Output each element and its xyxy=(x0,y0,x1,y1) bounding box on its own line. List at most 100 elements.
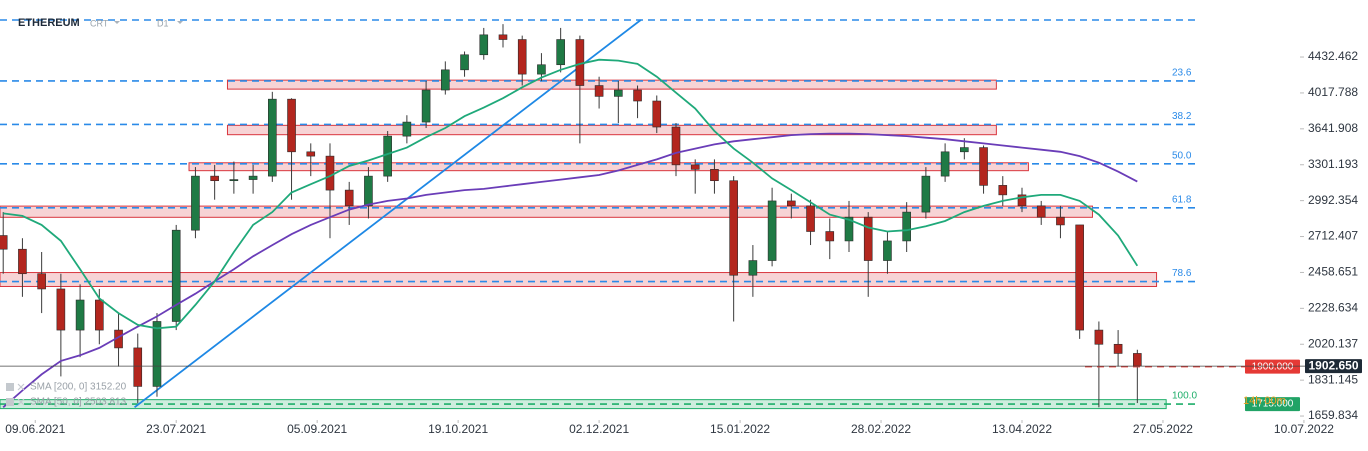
price-tag xyxy=(1245,359,1300,374)
candle-body xyxy=(710,169,719,182)
x-tick-label: 09.06.2021 xyxy=(5,422,65,436)
candle-body xyxy=(0,235,8,250)
candle-body xyxy=(652,100,662,128)
x-tick-label: 27.05.2022 xyxy=(1133,422,1193,436)
candle-body xyxy=(383,135,392,177)
candle-body xyxy=(767,200,777,261)
price-tag-label: 1715.000 xyxy=(1252,399,1294,410)
zone xyxy=(0,272,1158,287)
candle-body xyxy=(594,85,604,97)
candle-body xyxy=(921,175,931,213)
candle-body xyxy=(806,205,815,232)
candle-body xyxy=(537,64,546,75)
candle-body xyxy=(325,155,335,191)
y-tick-label: 3301.193 xyxy=(1308,157,1358,171)
candle-body xyxy=(210,175,219,182)
candle-body xyxy=(1133,353,1142,367)
candle-body xyxy=(787,200,796,207)
x-tick-label: 15.01.2022 xyxy=(710,422,770,436)
candle-body xyxy=(1075,224,1084,331)
candle-body xyxy=(287,98,296,153)
candle-body xyxy=(671,126,681,166)
candle-body xyxy=(344,189,354,207)
candle-body xyxy=(498,34,508,40)
candle-body xyxy=(883,240,892,261)
trendline xyxy=(134,19,642,409)
legend-entry: SMA [200, 0] 3152.20 xyxy=(30,382,127,393)
level-label: 61.8 xyxy=(1172,194,1192,205)
legend-icon xyxy=(6,383,14,391)
zone xyxy=(0,205,1093,218)
candle-body xyxy=(690,164,700,170)
instrument[interactable]: ETHEREUM xyxy=(18,17,80,29)
candle-body xyxy=(729,180,738,276)
indicator-line xyxy=(2,132,1138,408)
candle-body xyxy=(37,273,46,290)
candle-body xyxy=(306,151,316,157)
candle-body xyxy=(556,39,565,66)
y-tick-label: 2992.354 xyxy=(1308,193,1358,207)
candle-body xyxy=(18,248,27,275)
y-tick-label: 3641.908 xyxy=(1308,121,1358,135)
zone xyxy=(226,79,997,90)
candle-body xyxy=(95,299,104,331)
candle-body xyxy=(479,34,489,56)
candle-body xyxy=(748,260,758,276)
candle-body xyxy=(56,288,66,331)
y-tick-label: 4432.462 xyxy=(1308,49,1358,63)
countdown: 14h 00m xyxy=(1243,395,1286,407)
candle-body xyxy=(133,347,143,387)
candle-body xyxy=(940,151,950,177)
candle-body xyxy=(402,121,412,137)
candle-body xyxy=(998,185,1008,196)
candle-body xyxy=(614,89,623,97)
x-tick-label: 13.04.2022 xyxy=(992,422,1052,436)
level-label: 78.6 xyxy=(1172,268,1192,279)
zone xyxy=(188,162,1029,172)
level-label: 23.6 xyxy=(1172,68,1192,79)
candle-body xyxy=(863,216,873,261)
price-tag xyxy=(1305,359,1362,374)
candle-body xyxy=(902,211,911,242)
zone xyxy=(226,124,997,136)
plot: 23.6 38.2 50.0 61.8 78.6 100.0 SMA [200, 0] 31… xyxy=(0,19,1362,436)
legend-close-icon xyxy=(17,383,25,391)
timeframe[interactable]: D1 xyxy=(157,18,169,28)
candle-body xyxy=(248,175,258,180)
price-tag xyxy=(1245,397,1300,412)
candle-body xyxy=(191,175,200,231)
dropdown-icon[interactable] xyxy=(177,21,183,24)
candle-body xyxy=(825,231,835,242)
dropdown-icon[interactable] xyxy=(114,21,120,24)
candle-body xyxy=(364,175,373,207)
candle-body xyxy=(1017,194,1027,207)
level-label: 38.2 xyxy=(1172,111,1192,122)
candle-body xyxy=(1056,216,1065,226)
y-tick-label: 2712.407 xyxy=(1308,229,1358,243)
x-tick-label: 28.02.2022 xyxy=(851,422,911,436)
candle-body xyxy=(633,89,642,102)
candle-body xyxy=(1113,343,1123,354)
x-tick-label: 02.12.2021 xyxy=(569,422,629,436)
y-tick-label: 2228.634 xyxy=(1308,301,1358,315)
candle-body xyxy=(1036,205,1046,218)
indicator-line xyxy=(3,58,1139,330)
candle-body xyxy=(517,39,527,75)
level-label: 100.0 xyxy=(1172,391,1197,402)
candle-body xyxy=(152,321,162,387)
x-tick-label: 19.10.2021 xyxy=(428,422,488,436)
candle-body xyxy=(1094,329,1104,345)
y-tick-label: 1831.145 xyxy=(1308,372,1358,386)
candle-body xyxy=(979,147,988,186)
candle-body xyxy=(268,98,277,177)
candle-body xyxy=(960,147,969,153)
legend-close-icon xyxy=(17,398,25,406)
price-tag-label: 1900.000 xyxy=(1252,361,1294,372)
x-tick-label: 05.09.2021 xyxy=(287,422,347,436)
price-tag-label: 1902.650 xyxy=(1308,358,1358,372)
y-tick-label: 2458.651 xyxy=(1308,265,1358,279)
candle-body xyxy=(171,229,181,322)
y-tick-label: 1659.834 xyxy=(1308,408,1358,422)
candle-body xyxy=(460,54,469,71)
